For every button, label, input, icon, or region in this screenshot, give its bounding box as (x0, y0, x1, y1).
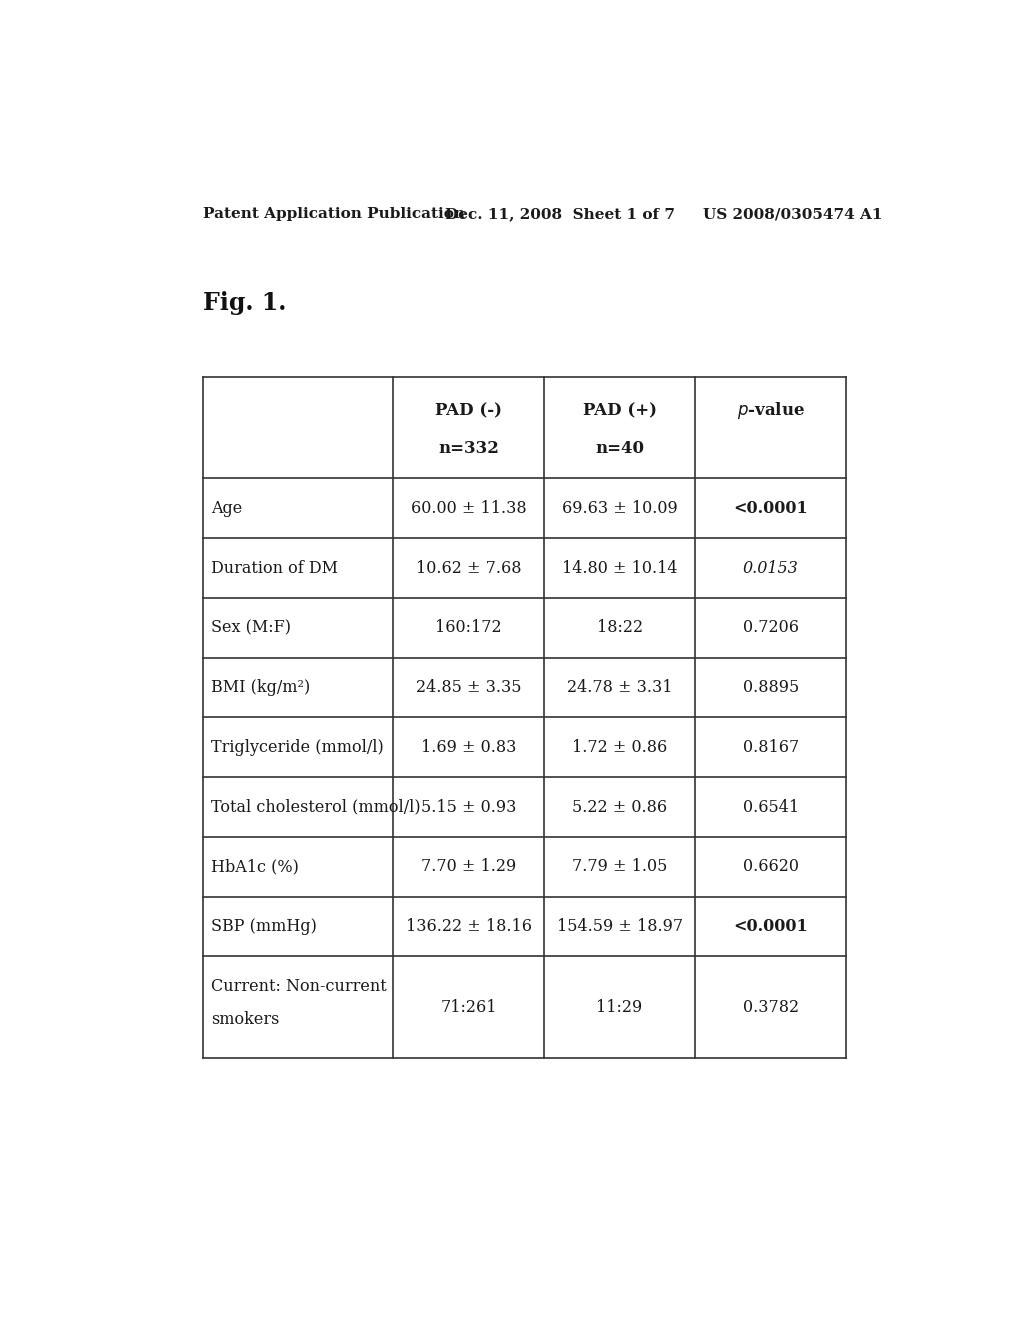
Text: 5.22 ± 0.86: 5.22 ± 0.86 (572, 799, 668, 816)
Text: 0.0153: 0.0153 (742, 560, 799, 577)
Text: Total cholesterol (mmol/l): Total cholesterol (mmol/l) (211, 799, 421, 816)
Text: 10.62 ± 7.68: 10.62 ± 7.68 (416, 560, 521, 577)
Text: <0.0001: <0.0001 (733, 917, 808, 935)
Text: Duration of DM: Duration of DM (211, 560, 338, 577)
Text: 0.8167: 0.8167 (742, 739, 799, 756)
Text: PAD (-): PAD (-) (435, 401, 502, 418)
Text: PAD (+): PAD (+) (583, 401, 656, 418)
Text: 0.8895: 0.8895 (742, 678, 799, 696)
Text: n=332: n=332 (438, 440, 499, 457)
Text: 18:22: 18:22 (597, 619, 643, 636)
Text: US 2008/0305474 A1: US 2008/0305474 A1 (703, 207, 883, 222)
Text: 136.22 ± 18.16: 136.22 ± 18.16 (406, 917, 531, 935)
Text: Triglyceride (mmol/l): Triglyceride (mmol/l) (211, 739, 384, 756)
Text: 14.80 ± 10.14: 14.80 ± 10.14 (562, 560, 677, 577)
Text: 160:172: 160:172 (435, 619, 502, 636)
Text: 5.15 ± 0.93: 5.15 ± 0.93 (421, 799, 516, 816)
Text: Fig. 1.: Fig. 1. (204, 290, 287, 314)
Text: 0.6541: 0.6541 (742, 799, 799, 816)
Text: 11:29: 11:29 (597, 999, 643, 1015)
Text: 24.85 ± 3.35: 24.85 ± 3.35 (416, 678, 521, 696)
Text: 24.78 ± 3.31: 24.78 ± 3.31 (567, 678, 673, 696)
Text: 154.59 ± 18.97: 154.59 ± 18.97 (557, 917, 683, 935)
Text: Age: Age (211, 500, 243, 517)
Text: 1.69 ± 0.83: 1.69 ± 0.83 (421, 739, 516, 756)
Text: SBP (mmHg): SBP (mmHg) (211, 917, 317, 935)
Text: smokers: smokers (211, 1011, 280, 1028)
Text: 0.7206: 0.7206 (742, 619, 799, 636)
Text: 71:261: 71:261 (440, 999, 497, 1015)
Text: HbA1c (%): HbA1c (%) (211, 858, 299, 875)
Text: Patent Application Publication: Patent Application Publication (204, 207, 465, 222)
Text: 1.72 ± 0.86: 1.72 ± 0.86 (572, 739, 668, 756)
Text: 0.3782: 0.3782 (742, 999, 799, 1015)
Text: n=40: n=40 (595, 440, 644, 457)
Text: BMI (kg/m²): BMI (kg/m²) (211, 678, 310, 696)
Text: 60.00 ± 11.38: 60.00 ± 11.38 (411, 500, 526, 517)
Text: 7.79 ± 1.05: 7.79 ± 1.05 (572, 858, 668, 875)
Text: 69.63 ± 10.09: 69.63 ± 10.09 (562, 500, 678, 517)
Text: Current: Non-current: Current: Non-current (211, 978, 387, 995)
Text: Dec. 11, 2008  Sheet 1 of 7: Dec. 11, 2008 Sheet 1 of 7 (445, 207, 676, 222)
Text: 0.6620: 0.6620 (742, 858, 799, 875)
Text: Sex (M:F): Sex (M:F) (211, 619, 291, 636)
Text: $\it{p}$-value: $\it{p}$-value (736, 400, 805, 421)
Text: 7.70 ± 1.29: 7.70 ± 1.29 (421, 858, 516, 875)
Text: <0.0001: <0.0001 (733, 500, 808, 517)
